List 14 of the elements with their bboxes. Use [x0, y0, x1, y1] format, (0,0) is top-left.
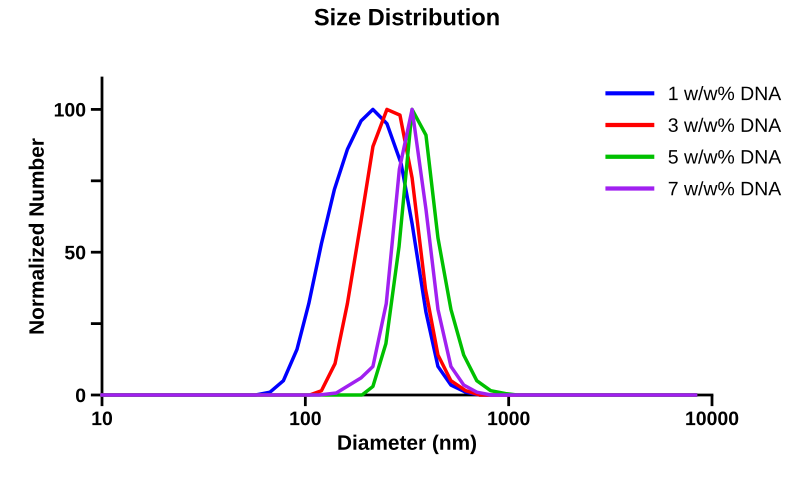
- legend-label: 7 w/w% DNA: [668, 181, 782, 196]
- x-tick-label: 100: [290, 411, 321, 426]
- x-tick-label: 10: [92, 411, 112, 426]
- x-tick-label: 1000: [488, 411, 530, 426]
- chart-title: Size Distribution: [314, 8, 499, 26]
- y-tick-label: 50: [65, 246, 86, 260]
- legend-label: 3 w/w% DNA: [668, 118, 782, 132]
- legend-label: 1 w/w% DNA: [669, 86, 782, 100]
- x-tick-label: 10000: [686, 411, 738, 426]
- x-axis-title: Diameter (nm): [338, 434, 476, 454]
- y-tick-label: 0: [76, 388, 86, 402]
- legend-label: 5 w/w% DNA: [668, 149, 782, 164]
- y-axis-title: Normalized Number: [28, 138, 44, 334]
- y-tick-label: 100: [54, 102, 86, 117]
